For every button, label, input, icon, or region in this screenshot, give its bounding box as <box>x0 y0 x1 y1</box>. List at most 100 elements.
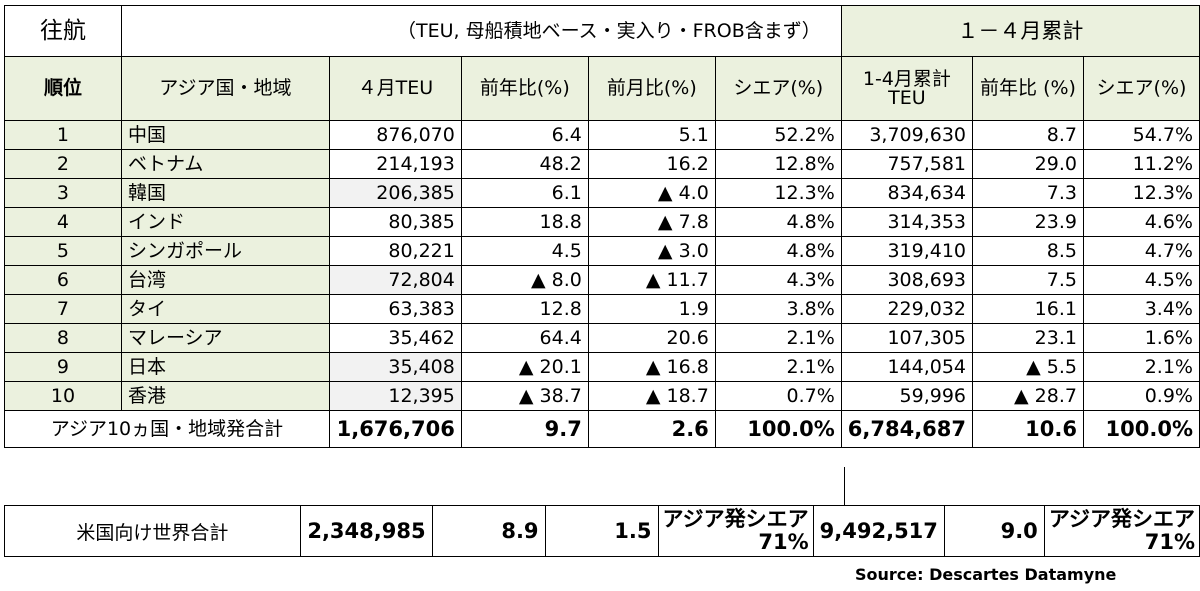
country-cell: 台湾 <box>120 265 330 295</box>
cum-cell: 834,634 <box>840 178 974 208</box>
share-cell: 12.3% <box>714 178 842 208</box>
us-total-table: 米国向け世界合計 2,348,985 8.9 1.5 アジア発シエア 71% 9… <box>4 504 1200 558</box>
col-cum-yoy: 前年比 (%) <box>972 56 1084 121</box>
total-share: 100.0% <box>714 410 842 448</box>
cum-share-cell: 12.3% <box>1082 178 1200 208</box>
share-cell: 3.8% <box>714 294 842 324</box>
asia-us-trade-table: 往航 （TEU, 母船積地ベース・実入り・FROB含まず） １－４月累計 順位 … <box>4 5 1200 448</box>
cum-share-cell: 11.2% <box>1082 149 1200 179</box>
yoy-cell: 4.5 <box>460 236 589 266</box>
teu-cell: 72,804 <box>328 265 462 295</box>
share-cell: 4.8% <box>714 207 842 237</box>
yoy-cell: 6.1 <box>460 178 589 208</box>
col-teu: ４月TEU <box>328 56 462 121</box>
us-total-yoy: 8.9 <box>431 504 546 558</box>
cum-cell: 314,353 <box>840 207 974 237</box>
share-cell: 2.1% <box>714 352 842 382</box>
total-label: アジア10ヵ国・地域発合計 <box>4 410 330 448</box>
col-yoy: 前年比(%) <box>460 56 589 121</box>
yoy-cell: 18.8 <box>460 207 589 237</box>
country-cell: 韓国 <box>120 178 330 208</box>
mom-cell: 1.9 <box>587 294 716 324</box>
yoy-cell: 48.2 <box>460 149 589 179</box>
col-rank: 順位 <box>4 56 122 121</box>
country-cell: 日本 <box>120 352 330 382</box>
cum-yoy-cell: 7.3 <box>972 178 1084 208</box>
cum-yoy-cell: 8.5 <box>972 236 1084 266</box>
teu-cell: 80,385 <box>328 207 462 237</box>
table-note: （TEU, 母船積地ベース・実入り・FROB含まず） <box>121 5 842 57</box>
cum-cell: 308,693 <box>840 265 974 295</box>
us-share-label: アジア発シエア <box>662 507 809 531</box>
teu-cell: 876,070 <box>328 120 462 150</box>
table-row: 3 韓国 206,385 6.1 ▲ 4.0 12.3% 834,634 7.3 12.3% <box>4 178 1200 208</box>
mom-cell: ▲ 4.0 <box>587 178 716 208</box>
table-row: 9 日本 35,408 ▲ 20.1 ▲ 16.8 2.1% 144,054 ▲ 5.5 2.1… <box>4 352 1200 382</box>
yoy-cell: 12.8 <box>460 294 589 324</box>
us-cum-share-value: 71% <box>1144 530 1195 555</box>
mom-cell: 5.1 <box>587 120 716 150</box>
share-cell: 12.8% <box>714 149 842 179</box>
country-cell: シンガポール <box>120 236 330 266</box>
cum-share-cell: 1.6% <box>1082 323 1200 353</box>
source-credit: Source: Descartes Datamyne <box>855 565 1117 584</box>
cum-yoy-cell: 23.9 <box>972 207 1084 237</box>
mom-cell: ▲ 11.7 <box>587 265 716 295</box>
cum-cell: 3,709,630 <box>840 120 974 150</box>
total-cum: 6,784,687 <box>840 410 974 448</box>
teu-cell: 12,395 <box>328 381 462 411</box>
cum-yoy-cell: 7.5 <box>972 265 1084 295</box>
cum-yoy-cell: 8.7 <box>972 120 1084 150</box>
cumulative-title: １－４月累計 <box>840 5 1200 57</box>
table-row: 1 中国 876,070 6.4 5.1 52.2% 3,709,630 8.7 54.7% <box>4 120 1200 150</box>
table-title: 往航 <box>4 5 122 57</box>
cum-share-cell: 2.1% <box>1082 352 1200 382</box>
share-cell: 2.1% <box>714 323 842 353</box>
share-cell: 52.2% <box>714 120 842 150</box>
us-total-share: アジア発シエア 71% <box>657 504 814 558</box>
share-cell: 0.7% <box>714 381 842 411</box>
teu-cell: 214,193 <box>328 149 462 179</box>
us-total-cum: 9,492,517 <box>812 504 945 558</box>
mom-cell: ▲ 3.0 <box>587 236 716 266</box>
col-mom: 前月比(%) <box>587 56 716 121</box>
cum-share-cell: 4.6% <box>1082 207 1200 237</box>
table-row: 7 タイ 63,383 12.8 1.9 3.8% 229,032 16.1 3.4% <box>4 294 1200 324</box>
us-total-label: 米国向け世界合計 <box>4 504 301 558</box>
mom-cell: ▲ 7.8 <box>587 207 716 237</box>
table-row: 10 香港 12,395 ▲ 38.7 ▲ 18.7 0.7% 59,996 ▲ 28.7 0.… <box>4 381 1200 411</box>
rank-cell: 7 <box>4 294 122 324</box>
rank-cell: 3 <box>4 178 122 208</box>
us-share-value: 71% <box>758 530 809 555</box>
teu-cell: 35,408 <box>328 352 462 382</box>
rank-cell: 1 <box>4 120 122 150</box>
rank-cell: 9 <box>4 352 122 382</box>
yoy-cell: ▲ 8.0 <box>460 265 589 295</box>
us-total-cum-share: アジア発シエア 71% <box>1043 504 1200 558</box>
country-cell: タイ <box>120 294 330 324</box>
country-cell: インド <box>120 207 330 237</box>
country-cell: ベトナム <box>120 149 330 179</box>
table-row: 8 マレーシア 35,462 64.4 20.6 2.1% 107,305 23.1 1.6% <box>4 323 1200 353</box>
total-teu: 1,676,706 <box>328 410 462 448</box>
us-total-cum-yoy: 9.0 <box>943 504 1045 558</box>
col-country: アジア国・地域 <box>120 56 330 121</box>
table-row: 6 台湾 72,804 ▲ 8.0 ▲ 11.7 4.3% 308,693 7.5 4.5% <box>4 265 1200 295</box>
col-cum-share: シエア(%) <box>1082 56 1200 121</box>
country-cell: マレーシア <box>120 323 330 353</box>
total-yoy: 9.7 <box>460 410 589 448</box>
rank-cell: 2 <box>4 149 122 179</box>
rank-cell: 8 <box>4 323 122 353</box>
total-cum-share: 100.0% <box>1082 410 1200 448</box>
total-cum-yoy: 10.6 <box>972 410 1084 448</box>
yoy-cell: ▲ 20.1 <box>460 352 589 382</box>
yoy-cell: 64.4 <box>460 323 589 353</box>
table-row: 2 ベトナム 214,193 48.2 16.2 12.8% 757,581 29.0 11.2… <box>4 149 1200 179</box>
cum-yoy-cell: 23.1 <box>972 323 1084 353</box>
teu-cell: 63,383 <box>328 294 462 324</box>
cum-share-cell: 3.4% <box>1082 294 1200 324</box>
rank-cell: 4 <box>4 207 122 237</box>
cum-cell: 757,581 <box>840 149 974 179</box>
cum-cell: 229,032 <box>840 294 974 324</box>
table-row: 4 インド 80,385 18.8 ▲ 7.8 4.8% 314,353 23.9 4.6% <box>4 207 1200 237</box>
